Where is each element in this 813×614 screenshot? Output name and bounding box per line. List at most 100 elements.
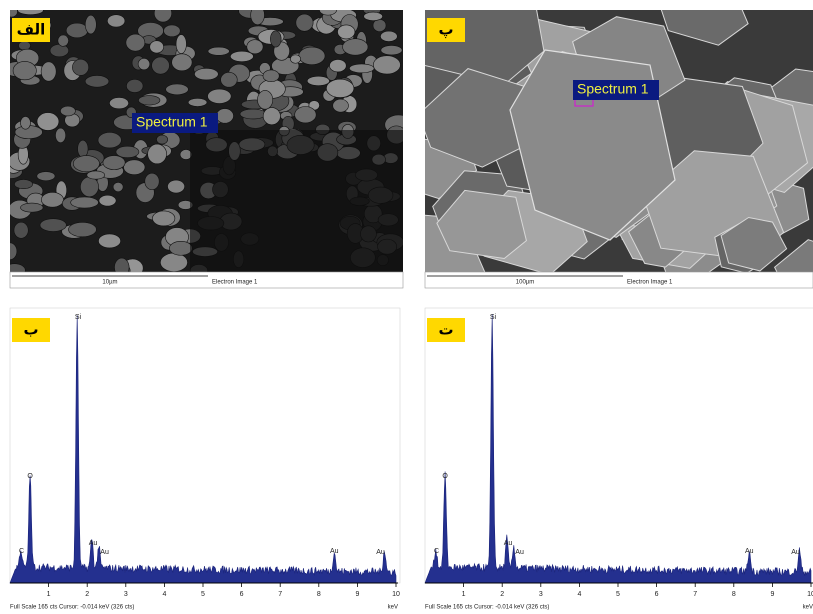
grain [65, 22, 89, 39]
caption-bar [424, 271, 813, 289]
grain [112, 182, 124, 193]
grain [72, 155, 100, 173]
grain [10, 242, 18, 260]
spectrum-area [9, 315, 397, 584]
grain [137, 58, 151, 71]
peak-label: C [19, 548, 24, 555]
grain [84, 75, 110, 88]
crystal [436, 189, 527, 260]
grain [295, 13, 314, 32]
peak-label: Au [745, 548, 754, 555]
grain [250, 10, 265, 26]
grain [160, 252, 188, 272]
grain [342, 38, 369, 56]
panel-label: ب [23, 321, 38, 339]
grain [262, 107, 281, 126]
overlay-text: Spectrum 1 [136, 114, 208, 130]
x-tick-label: 4 [577, 591, 581, 598]
grain [380, 30, 398, 42]
peak-label: Au [504, 540, 513, 547]
peak-label: Si [490, 314, 497, 321]
grain [114, 257, 130, 272]
caption-text: Electron Image 1 [627, 280, 673, 286]
grain [10, 10, 18, 18]
grain [102, 155, 126, 170]
grain [220, 72, 238, 88]
x-tick-label: 8 [317, 591, 321, 598]
grain [215, 108, 234, 124]
footer-text: Full Scale 165 cts Cursor: -0.014 keV (3… [10, 605, 134, 611]
grain [39, 218, 67, 232]
grain [12, 61, 37, 81]
grain [380, 45, 403, 56]
grain [20, 202, 44, 213]
grain [294, 106, 317, 124]
spectrum-bg [424, 307, 813, 584]
grain [246, 39, 264, 55]
grain [171, 53, 193, 72]
grain [109, 97, 129, 110]
overlay-text: Spectrum 1 [577, 81, 649, 97]
peak-label: C [434, 548, 439, 555]
grain [60, 105, 76, 117]
grain [55, 127, 66, 143]
grain [14, 179, 33, 190]
x-tick-label: 3 [539, 591, 543, 598]
grain [326, 78, 355, 98]
x-tick-label: 10 [392, 591, 400, 598]
grain [97, 131, 122, 149]
grain [349, 63, 375, 74]
grain [262, 69, 280, 83]
crystal [773, 239, 813, 272]
x-tick-label: 10 [807, 591, 813, 598]
grain [156, 134, 168, 145]
peak-label: Au [89, 540, 98, 547]
peak-label: Au [100, 549, 109, 556]
grain [165, 83, 189, 96]
grain [169, 240, 193, 256]
x-tick-label: 6 [240, 591, 244, 598]
peak-label: Au [376, 549, 385, 556]
grain [207, 88, 232, 104]
grain [80, 176, 99, 198]
x-tick-label: 8 [732, 591, 736, 598]
scale-bar-text: 100µm [516, 280, 534, 286]
grain [125, 33, 146, 52]
grain [149, 40, 164, 54]
sem-image: Spectrum 1 [425, 10, 813, 272]
x-tick-label: 3 [124, 591, 128, 598]
panel-label-box [12, 18, 50, 42]
grain [40, 61, 57, 82]
x-tick-label: 9 [770, 591, 774, 598]
grain [57, 34, 69, 47]
grain [329, 59, 347, 73]
x-tick-label: 5 [616, 591, 620, 598]
grain [187, 98, 208, 107]
panel-label-box [427, 18, 465, 42]
grain [257, 90, 274, 110]
x-tick-label: 5 [201, 591, 205, 598]
panel-label: پ [438, 21, 453, 39]
x-tick-label: 2 [500, 591, 504, 598]
grain [175, 34, 187, 54]
caption-text: Electron Image 1 [212, 280, 258, 286]
overlay-box [573, 80, 659, 100]
peak-label: Si [75, 314, 82, 321]
overlay-box [132, 113, 218, 133]
sem-image: Spectrum 1 [10, 10, 403, 272]
grain [77, 139, 89, 158]
x-tick-label: 7 [693, 591, 697, 598]
grain [84, 14, 97, 35]
x-tick-label: 6 [655, 591, 659, 598]
grain [372, 55, 401, 75]
grain [306, 75, 330, 86]
crystal [660, 10, 749, 46]
panel-label-box [12, 318, 50, 342]
grain [194, 68, 219, 81]
grain [13, 221, 29, 239]
grain [298, 46, 326, 65]
panel-label: ت [438, 321, 453, 339]
grain [163, 24, 181, 38]
grain [41, 191, 64, 208]
